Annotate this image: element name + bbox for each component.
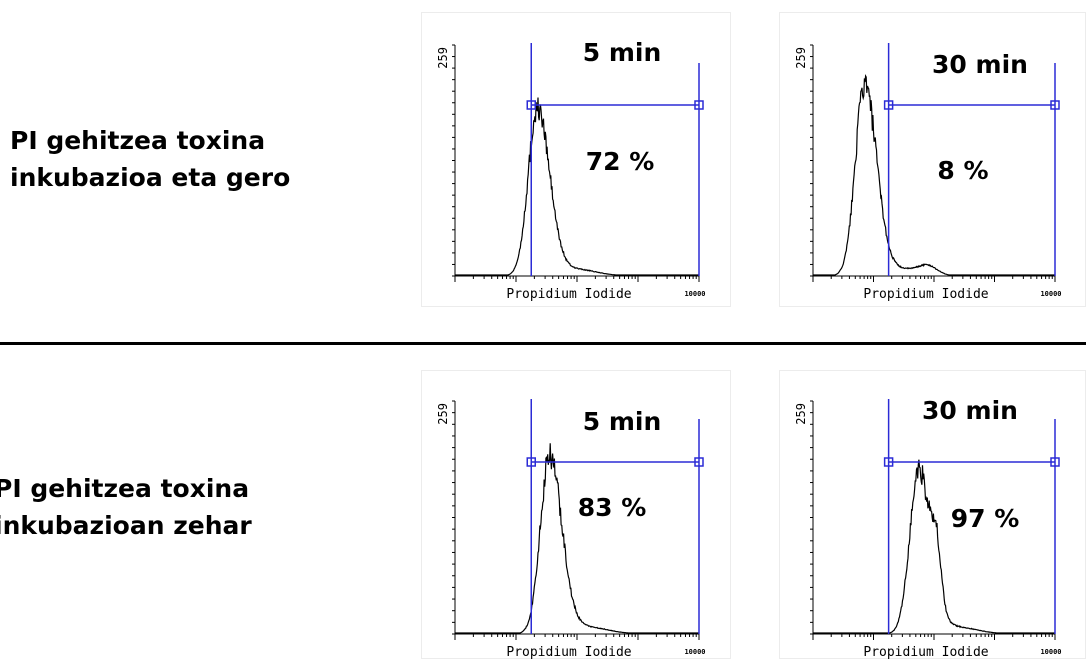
histogram-chart: 259 Propidium Iodide 10000 30 min 8 % [794, 43, 1062, 302]
gate-handle-left [883, 457, 894, 467]
time-label: 30 min [922, 396, 1018, 425]
histogram-trace [813, 459, 1055, 634]
percent-label: 8 % [937, 156, 988, 185]
y-max-label: 259 [436, 403, 450, 425]
y-max-label: 259 [794, 403, 808, 425]
histogram-chart: 259 Propidium Iodide 10000 5 min 72 % [436, 38, 706, 302]
x-axis-label: Propidium Iodide [506, 645, 631, 659]
x-axis-label: Propidium Iodide [506, 287, 631, 302]
row-label-line2: inkubazioa eta gero [10, 163, 291, 192]
histogram-trace [455, 97, 699, 276]
row-label-line1: PI gehitzea toxina [0, 474, 250, 503]
x-max-label: 10000 [1040, 290, 1061, 298]
histogram-panel-top-left: 259 Propidium Iodide 10000 5 min 72 % [421, 12, 731, 307]
histogram-panel-bottom-left: 259 Propidium Iodide 10000 5 min 83 % [421, 370, 731, 659]
time-label: 5 min [583, 38, 662, 67]
row-label-line1: PI gehitzea toxina [10, 126, 266, 155]
histogram-panel-top-right: 259 Propidium Iodide 10000 30 min 8 % [779, 12, 1086, 307]
time-label: 30 min [932, 50, 1028, 79]
percent-label: 72 % [586, 147, 655, 176]
histogram-trace [455, 443, 699, 634]
y-max-label: 259 [436, 47, 450, 69]
histogram-panel-bottom-right: 259 Propidium Iodide 10000 30 min 97 % [779, 370, 1086, 659]
gate-handle-left [526, 457, 536, 467]
percent-label: 83 % [578, 493, 647, 522]
gate-handle-right [694, 457, 704, 467]
row-label-bottom: PI gehitzea toxina inkubazioan zehar [0, 470, 252, 544]
x-axis-label: Propidium Iodide [863, 645, 988, 659]
x-axis-label: Propidium Iodide [863, 287, 988, 302]
histogram-chart: 259 Propidium Iodide 10000 30 min 97 % [794, 396, 1062, 659]
gate-handle-right [1050, 457, 1060, 467]
y-max-label: 259 [794, 47, 808, 69]
row-label-top: PI gehitzea toxina inkubazioa eta gero [10, 122, 290, 196]
x-max-label: 10000 [684, 648, 705, 656]
x-max-label: 10000 [1040, 648, 1061, 656]
row-divider [0, 342, 1086, 345]
gate-handle-left [526, 100, 536, 110]
histogram-trace [813, 74, 1055, 276]
gate-handle-right [1050, 100, 1060, 110]
percent-label: 97 % [951, 504, 1020, 533]
time-label: 5 min [583, 407, 662, 436]
row-label-line2: inkubazioan zehar [0, 511, 252, 540]
gate-handle-left [883, 100, 894, 110]
histogram-chart: 259 Propidium Iodide 10000 5 min 83 % [436, 399, 706, 659]
x-max-label: 10000 [684, 290, 705, 298]
gate-handle-right [694, 100, 704, 110]
